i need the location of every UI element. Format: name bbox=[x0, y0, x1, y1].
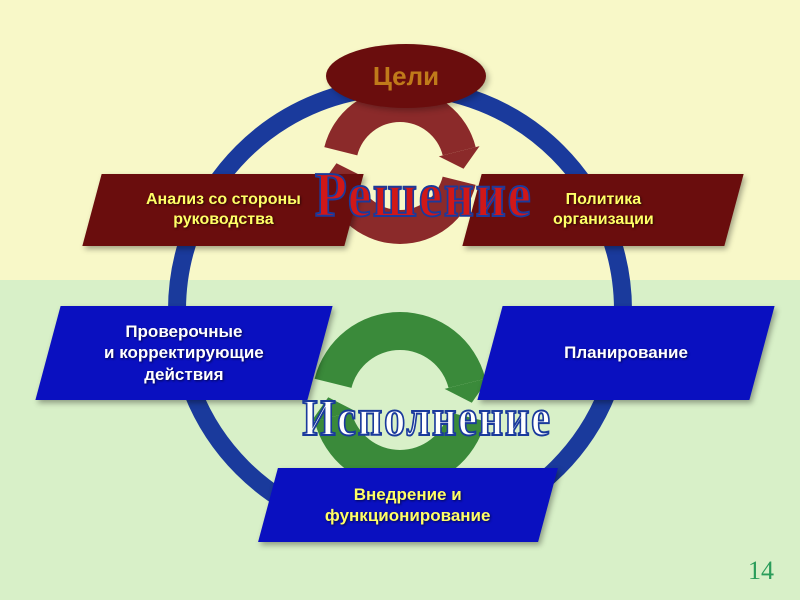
box-implement-label: Внедрение ифункционирование bbox=[325, 484, 491, 527]
box-planning: Планирование bbox=[477, 306, 774, 400]
box-policy-label: Политикаорганизации bbox=[553, 190, 654, 230]
wordart-decision: Решение bbox=[315, 158, 533, 232]
wordart-execution: Исполнение bbox=[303, 389, 552, 448]
box-planning-label: Планирование bbox=[564, 342, 688, 363]
box-analysis-label: Анализ со стороныруководства bbox=[146, 190, 301, 230]
page-number: 14 bbox=[748, 556, 774, 586]
goals-ellipse: Цели bbox=[326, 44, 486, 108]
box-implement: Внедрение ифункционирование bbox=[258, 468, 558, 542]
goals-label: Цели bbox=[373, 61, 439, 92]
box-checks: Проверочныеи корректирующиедействия bbox=[35, 306, 332, 400]
box-checks-label: Проверочныеи корректирующиедействия bbox=[104, 321, 264, 385]
diagram-stage: Цели Анализ со стороныруководства Полити… bbox=[0, 0, 800, 600]
